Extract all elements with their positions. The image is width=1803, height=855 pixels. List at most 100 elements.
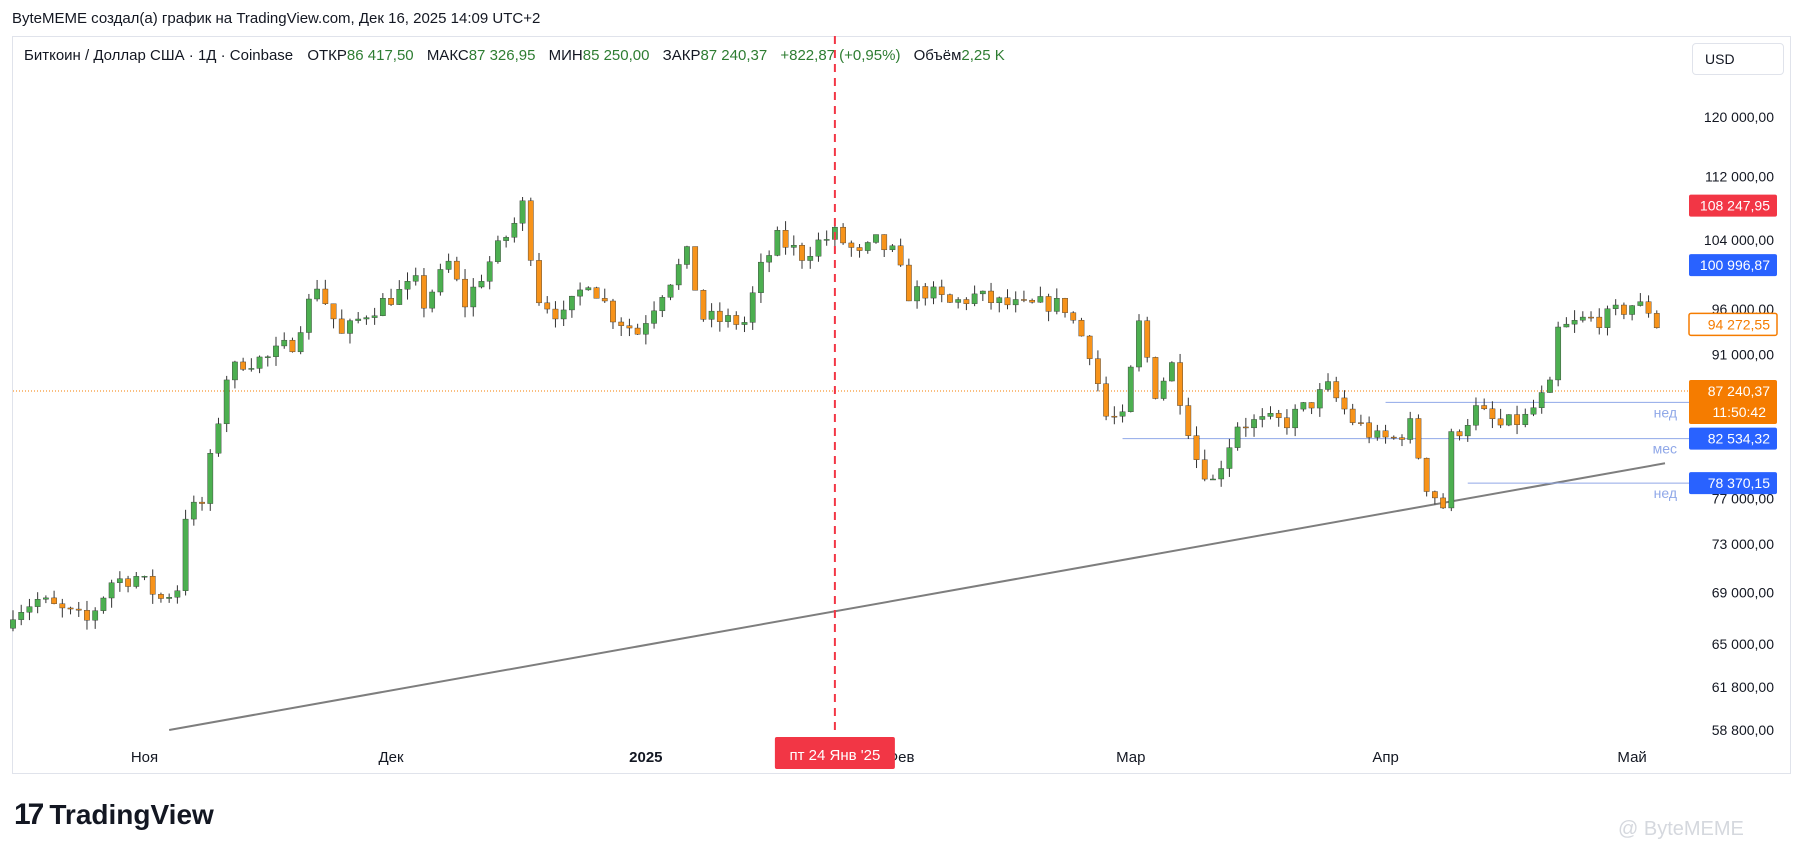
candle xyxy=(963,299,970,304)
watermark: @ ByteMEME xyxy=(1618,818,1744,841)
watermark-text: @ ByteMEME xyxy=(1618,818,1744,840)
candle xyxy=(232,361,238,381)
candle xyxy=(1095,358,1101,384)
candle xyxy=(527,200,534,261)
candle xyxy=(708,310,715,320)
candle xyxy=(1431,491,1438,499)
candle xyxy=(1538,392,1545,408)
candle xyxy=(733,315,740,325)
candle xyxy=(790,245,797,248)
candle xyxy=(807,256,814,261)
legend-volume-label: Объём xyxy=(913,47,962,64)
candle xyxy=(1407,418,1414,440)
candle xyxy=(889,245,896,251)
candle xyxy=(1218,468,1225,480)
candle xyxy=(1358,422,1364,424)
candle xyxy=(1333,381,1340,399)
candle xyxy=(930,286,937,299)
legend-symbol[interactable]: Биткоин / Доллар США · 1Д · Coinbase xyxy=(24,47,294,64)
candle xyxy=(610,300,616,323)
candle xyxy=(1481,405,1488,410)
candle xyxy=(478,281,485,288)
candle xyxy=(519,200,526,224)
candle xyxy=(1086,335,1093,359)
candle xyxy=(774,230,781,256)
candle xyxy=(379,298,386,316)
candle xyxy=(1078,319,1085,337)
candle xyxy=(700,290,707,320)
level-tag: мес xyxy=(1653,441,1677,457)
candle xyxy=(1464,425,1471,437)
legend-high: 87 326,95 xyxy=(468,47,536,64)
candle xyxy=(741,322,748,325)
candle xyxy=(1637,301,1644,306)
candle xyxy=(1284,417,1290,429)
candle xyxy=(1021,299,1027,301)
candle xyxy=(1012,299,1019,306)
candle xyxy=(667,284,674,298)
candle xyxy=(1645,301,1652,314)
candle xyxy=(1382,430,1389,438)
price-tick-label: 58 800,00 xyxy=(1712,722,1774,738)
price-label-red-box xyxy=(1689,194,1777,217)
candle xyxy=(215,423,222,454)
candle xyxy=(642,323,649,335)
candle xyxy=(1127,366,1134,412)
candle xyxy=(618,321,625,326)
candle xyxy=(782,230,789,248)
candle xyxy=(544,302,551,310)
candle xyxy=(1547,379,1553,393)
candle xyxy=(486,261,493,282)
candle xyxy=(429,291,436,309)
candle xyxy=(1366,422,1372,438)
candle xyxy=(330,303,337,320)
crosshair-date-box xyxy=(774,737,895,769)
time-tick-label: 2025 xyxy=(629,749,662,766)
candle xyxy=(626,325,633,329)
candle xyxy=(1136,320,1142,368)
candle xyxy=(314,288,320,300)
candle xyxy=(1456,431,1463,437)
level-tag: нед xyxy=(1654,485,1677,501)
candle xyxy=(1415,418,1422,459)
candle xyxy=(1045,296,1052,312)
candle xyxy=(1168,362,1175,382)
time-tick-label: Май xyxy=(1617,749,1646,766)
legend-close: 87 240,37 xyxy=(700,47,768,64)
candle xyxy=(355,318,362,321)
trendline xyxy=(168,462,1666,731)
candle xyxy=(396,289,403,305)
candle xyxy=(59,603,66,609)
candle xyxy=(133,576,140,587)
candle xyxy=(470,286,477,308)
candle xyxy=(659,297,666,312)
tradingview-logo-mark: 17 xyxy=(14,798,44,831)
candle xyxy=(897,245,904,266)
candle xyxy=(1522,413,1529,425)
candle xyxy=(43,597,49,600)
legend-high-label: МАКС xyxy=(426,47,469,64)
candle xyxy=(1588,316,1594,319)
current-price-box xyxy=(1689,379,1777,424)
candle xyxy=(716,310,723,322)
candle xyxy=(634,327,641,335)
price-tick-label: 104 000,00 xyxy=(1704,232,1774,248)
candle xyxy=(766,255,773,263)
candle xyxy=(840,226,846,244)
candle xyxy=(684,246,690,265)
legend-low: 85 250,00 xyxy=(582,47,650,64)
candle xyxy=(1053,298,1060,312)
chart-frame xyxy=(12,36,1791,774)
price-tick-label: 65 000,00 xyxy=(1712,636,1774,652)
candle xyxy=(1103,383,1109,417)
price-tick-label: 61 800,00 xyxy=(1712,679,1774,695)
currency-selector[interactable]: USD xyxy=(1692,43,1784,75)
candle xyxy=(248,368,255,370)
price-label-red: 108 247,95 xyxy=(1700,198,1770,214)
tradingview-logo[interactable]: 17 TradingView xyxy=(14,798,214,832)
candle xyxy=(1251,419,1257,429)
candle xyxy=(495,240,501,262)
candle xyxy=(1111,415,1118,418)
candle xyxy=(306,298,312,333)
